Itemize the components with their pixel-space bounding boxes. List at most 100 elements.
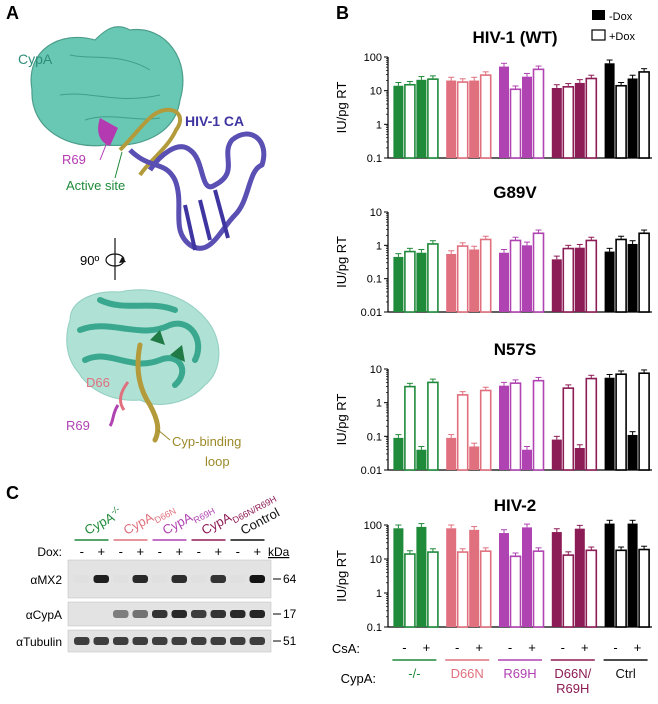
legend-minus-swatch bbox=[592, 10, 605, 20]
kda-value: 51 bbox=[283, 634, 297, 648]
d66-label: D66 bbox=[86, 375, 110, 390]
blot-band bbox=[249, 637, 265, 645]
bar bbox=[574, 247, 585, 312]
bar bbox=[456, 551, 469, 628]
structure-top-illustration bbox=[30, 26, 267, 251]
bar bbox=[427, 243, 439, 313]
y-tick-label: 1 bbox=[376, 398, 382, 410]
blot-band bbox=[152, 610, 168, 618]
bar bbox=[509, 239, 522, 313]
bar bbox=[604, 63, 615, 158]
bar bbox=[551, 439, 562, 470]
bar bbox=[562, 86, 575, 159]
bar bbox=[509, 382, 522, 471]
bar bbox=[551, 532, 562, 627]
y-tick-label: 10 bbox=[370, 554, 382, 566]
bar bbox=[638, 548, 650, 628]
y-tick-label: 10 bbox=[370, 364, 382, 376]
cypa-group-label: D66N/ bbox=[554, 666, 591, 681]
bar bbox=[456, 394, 469, 471]
blot-group-label: CypA-/- bbox=[81, 504, 125, 538]
bar bbox=[509, 555, 522, 628]
dox-sign: - bbox=[197, 544, 201, 559]
cypa-group-label: Ctrl bbox=[615, 666, 635, 681]
bar bbox=[446, 437, 457, 470]
dox-label: Dox: bbox=[37, 545, 62, 559]
bar bbox=[615, 84, 627, 159]
y-tick-label: 0.01 bbox=[361, 465, 382, 477]
bar bbox=[627, 434, 638, 470]
hiv1-ca-label: HIV-1 CA bbox=[185, 113, 244, 129]
blot-band bbox=[152, 575, 168, 583]
cypa-label: CypA bbox=[18, 51, 53, 67]
y-axis-label: IU/pg RT bbox=[334, 82, 349, 134]
bar bbox=[393, 256, 404, 312]
bar bbox=[393, 437, 404, 470]
bar bbox=[479, 74, 492, 159]
csa-sign: - bbox=[508, 640, 512, 655]
blot-band bbox=[210, 575, 226, 583]
y-tick-label: 1 bbox=[376, 119, 382, 131]
cypa-group-label: R69H bbox=[503, 666, 536, 681]
bar bbox=[522, 76, 532, 158]
legend-minus-label: -Dox bbox=[609, 11, 633, 23]
bar bbox=[427, 551, 439, 628]
bar bbox=[604, 377, 615, 470]
y-tick-label: 10 bbox=[370, 86, 382, 98]
csa-sign: - bbox=[455, 640, 459, 655]
r69-label-bottom: R69 bbox=[66, 418, 90, 433]
bar bbox=[574, 82, 585, 158]
csa-sign: - bbox=[613, 640, 617, 655]
blot-group-sup: -/- bbox=[109, 504, 121, 517]
bar bbox=[638, 71, 650, 159]
y-axis-label: IU/pg RT bbox=[334, 394, 349, 446]
bar bbox=[456, 245, 469, 313]
y-tick-label: 0.1 bbox=[367, 153, 382, 165]
chart-2: G89V IU/pg RT 10 1 0.1 0.01 bbox=[334, 183, 652, 319]
cypa-group-label: R69H bbox=[556, 681, 589, 696]
blot-row-label: αTubulin bbox=[16, 635, 62, 649]
loop-label-line1: Cyp-binding bbox=[172, 434, 241, 449]
y-tick-label: 0.01 bbox=[361, 307, 382, 319]
blot-band bbox=[171, 637, 187, 645]
bar bbox=[574, 528, 585, 627]
bar bbox=[522, 527, 532, 627]
bar bbox=[615, 373, 627, 471]
r69-label-top: R69 bbox=[62, 152, 86, 167]
bar bbox=[532, 68, 545, 159]
chart-title: N57S bbox=[494, 340, 537, 359]
panel-b-letter: B bbox=[336, 3, 349, 23]
legend-plus-label: +Dox bbox=[609, 31, 635, 43]
blot-band bbox=[230, 575, 246, 583]
csa-sign: + bbox=[634, 640, 642, 655]
active-site-label: Active site bbox=[66, 178, 125, 193]
dox-sign: + bbox=[97, 544, 105, 559]
blot-band bbox=[113, 637, 129, 645]
rotation-symbol bbox=[105, 238, 126, 280]
bar bbox=[604, 523, 615, 627]
y-tick-label: 0.1 bbox=[367, 274, 382, 286]
csa-axis-label: CsA: bbox=[332, 641, 360, 656]
bar bbox=[522, 245, 532, 312]
bar bbox=[416, 526, 427, 627]
bar bbox=[532, 379, 545, 471]
bar bbox=[469, 529, 480, 627]
western-blot: CypA-/- CypAD66NCypAR69HCypAD66N/R69HCont… bbox=[16, 494, 297, 653]
bar bbox=[562, 247, 575, 313]
blot-band bbox=[93, 637, 109, 645]
legend: -Dox +Dox bbox=[591, 10, 635, 43]
bar bbox=[615, 238, 627, 313]
y-tick-label: 0.1 bbox=[367, 622, 382, 634]
bar bbox=[585, 77, 598, 159]
structure-bottom-illustration bbox=[66, 289, 220, 443]
blot-band bbox=[132, 637, 148, 645]
blot-band bbox=[249, 610, 265, 618]
bar bbox=[627, 523, 638, 627]
r69-pointer-top bbox=[99, 139, 109, 161]
y-tick-label: 100 bbox=[364, 52, 382, 64]
bar bbox=[532, 550, 545, 628]
bar bbox=[499, 533, 509, 627]
dox-sign: + bbox=[214, 544, 222, 559]
y-tick-label: 0.1 bbox=[367, 431, 382, 443]
